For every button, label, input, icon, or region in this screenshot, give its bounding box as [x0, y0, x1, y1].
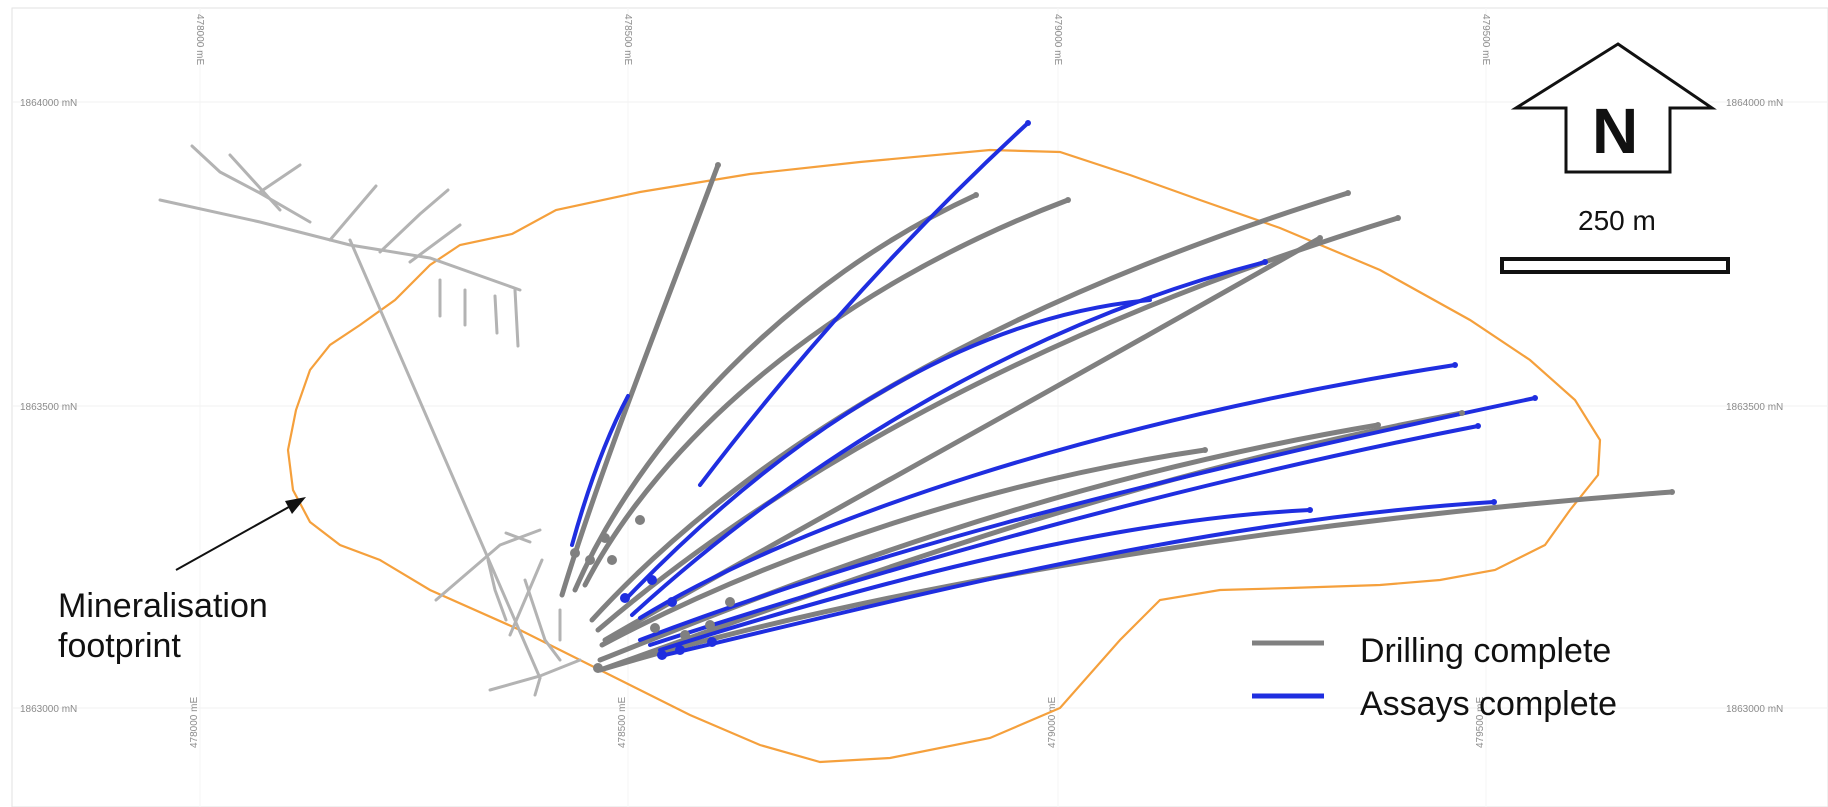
- assay-trace: [638, 363, 1457, 620]
- easting-label: 479000 mE: [1052, 14, 1063, 65]
- drillhole-trace: [597, 489, 1675, 673]
- northing-label: 1863000 mN: [20, 704, 77, 715]
- easting-labels-top: 478000 mE 478500 mE 479000 mE 479500 mE: [194, 14, 1491, 65]
- callout-arrow-icon: [285, 497, 306, 514]
- drillholes-assays-complete: [570, 121, 1537, 657]
- assay-trace: [663, 500, 1496, 657]
- easting-label: 479500 mE: [1475, 697, 1486, 748]
- easting-label: 478000 mE: [194, 14, 205, 65]
- drillholes-drilling-complete: [559, 162, 1675, 673]
- legend: Drilling complete Assays complete: [1252, 632, 1617, 723]
- underground-workings: [158, 144, 582, 697]
- drillhole-trace: [597, 422, 1381, 663]
- assay-trace: [648, 424, 1480, 647]
- assay-trace: [570, 394, 630, 547]
- assay-trace: [698, 121, 1030, 487]
- callout-label-line1: Mineralisation: [58, 587, 268, 625]
- mineralisation-footprint-outline: [286, 148, 1602, 764]
- callout-label-line2: footprint: [58, 627, 181, 665]
- northing-labels: 1864000 mN 1863500 mN 1863000 mN 1864000…: [20, 98, 1783, 715]
- callout-arrow-line: [175, 502, 297, 571]
- easting-label: 479000 mE: [1047, 697, 1058, 748]
- drillhole-trace: [595, 215, 1401, 633]
- scale-bar-graphic: [1500, 257, 1730, 274]
- northing-label: 1863000 mN: [1726, 704, 1783, 715]
- northing-label: 1863500 mN: [20, 402, 77, 413]
- easting-label: 478500 mE: [622, 14, 633, 65]
- northing-label: 1864000 mN: [20, 98, 77, 109]
- north-arrow-label: N: [1592, 95, 1638, 167]
- legend-item-assays-complete: Assays complete: [1360, 685, 1617, 723]
- drillhole-trace: [559, 162, 721, 598]
- drillhole-trace: [599, 447, 1208, 648]
- drillhole-trace: [582, 197, 1071, 588]
- drillhole-trace: [597, 410, 1465, 673]
- drillhole-trace: [572, 192, 979, 593]
- footprint-callout: Mineralisation footprint: [58, 497, 306, 665]
- easting-label: 479500 mE: [1480, 14, 1491, 65]
- north-arrow-icon: [1510, 42, 1717, 174]
- assay-trace: [638, 396, 1537, 642]
- north-arrow: N: [1510, 42, 1717, 174]
- drillhole-markers: [570, 120, 1675, 673]
- northing-label: 1864000 mN: [1726, 98, 1783, 109]
- northing-label: 1863500 mN: [1726, 402, 1783, 413]
- easting-label: 478000 mE: [189, 697, 200, 748]
- assay-trace: [630, 260, 1267, 617]
- legend-item-drilling-complete: Drilling complete: [1360, 632, 1611, 670]
- scale-bar: 250 m: [1500, 205, 1730, 274]
- assay-trace: [623, 298, 1152, 602]
- scale-bar-label: 250 m: [1578, 205, 1656, 236]
- assay-trace: [658, 508, 1312, 652]
- easting-label: 478500 mE: [617, 697, 628, 748]
- easting-labels-bottom: 478000 mE 478500 mE 479000 mE 479500 mE: [189, 697, 1486, 748]
